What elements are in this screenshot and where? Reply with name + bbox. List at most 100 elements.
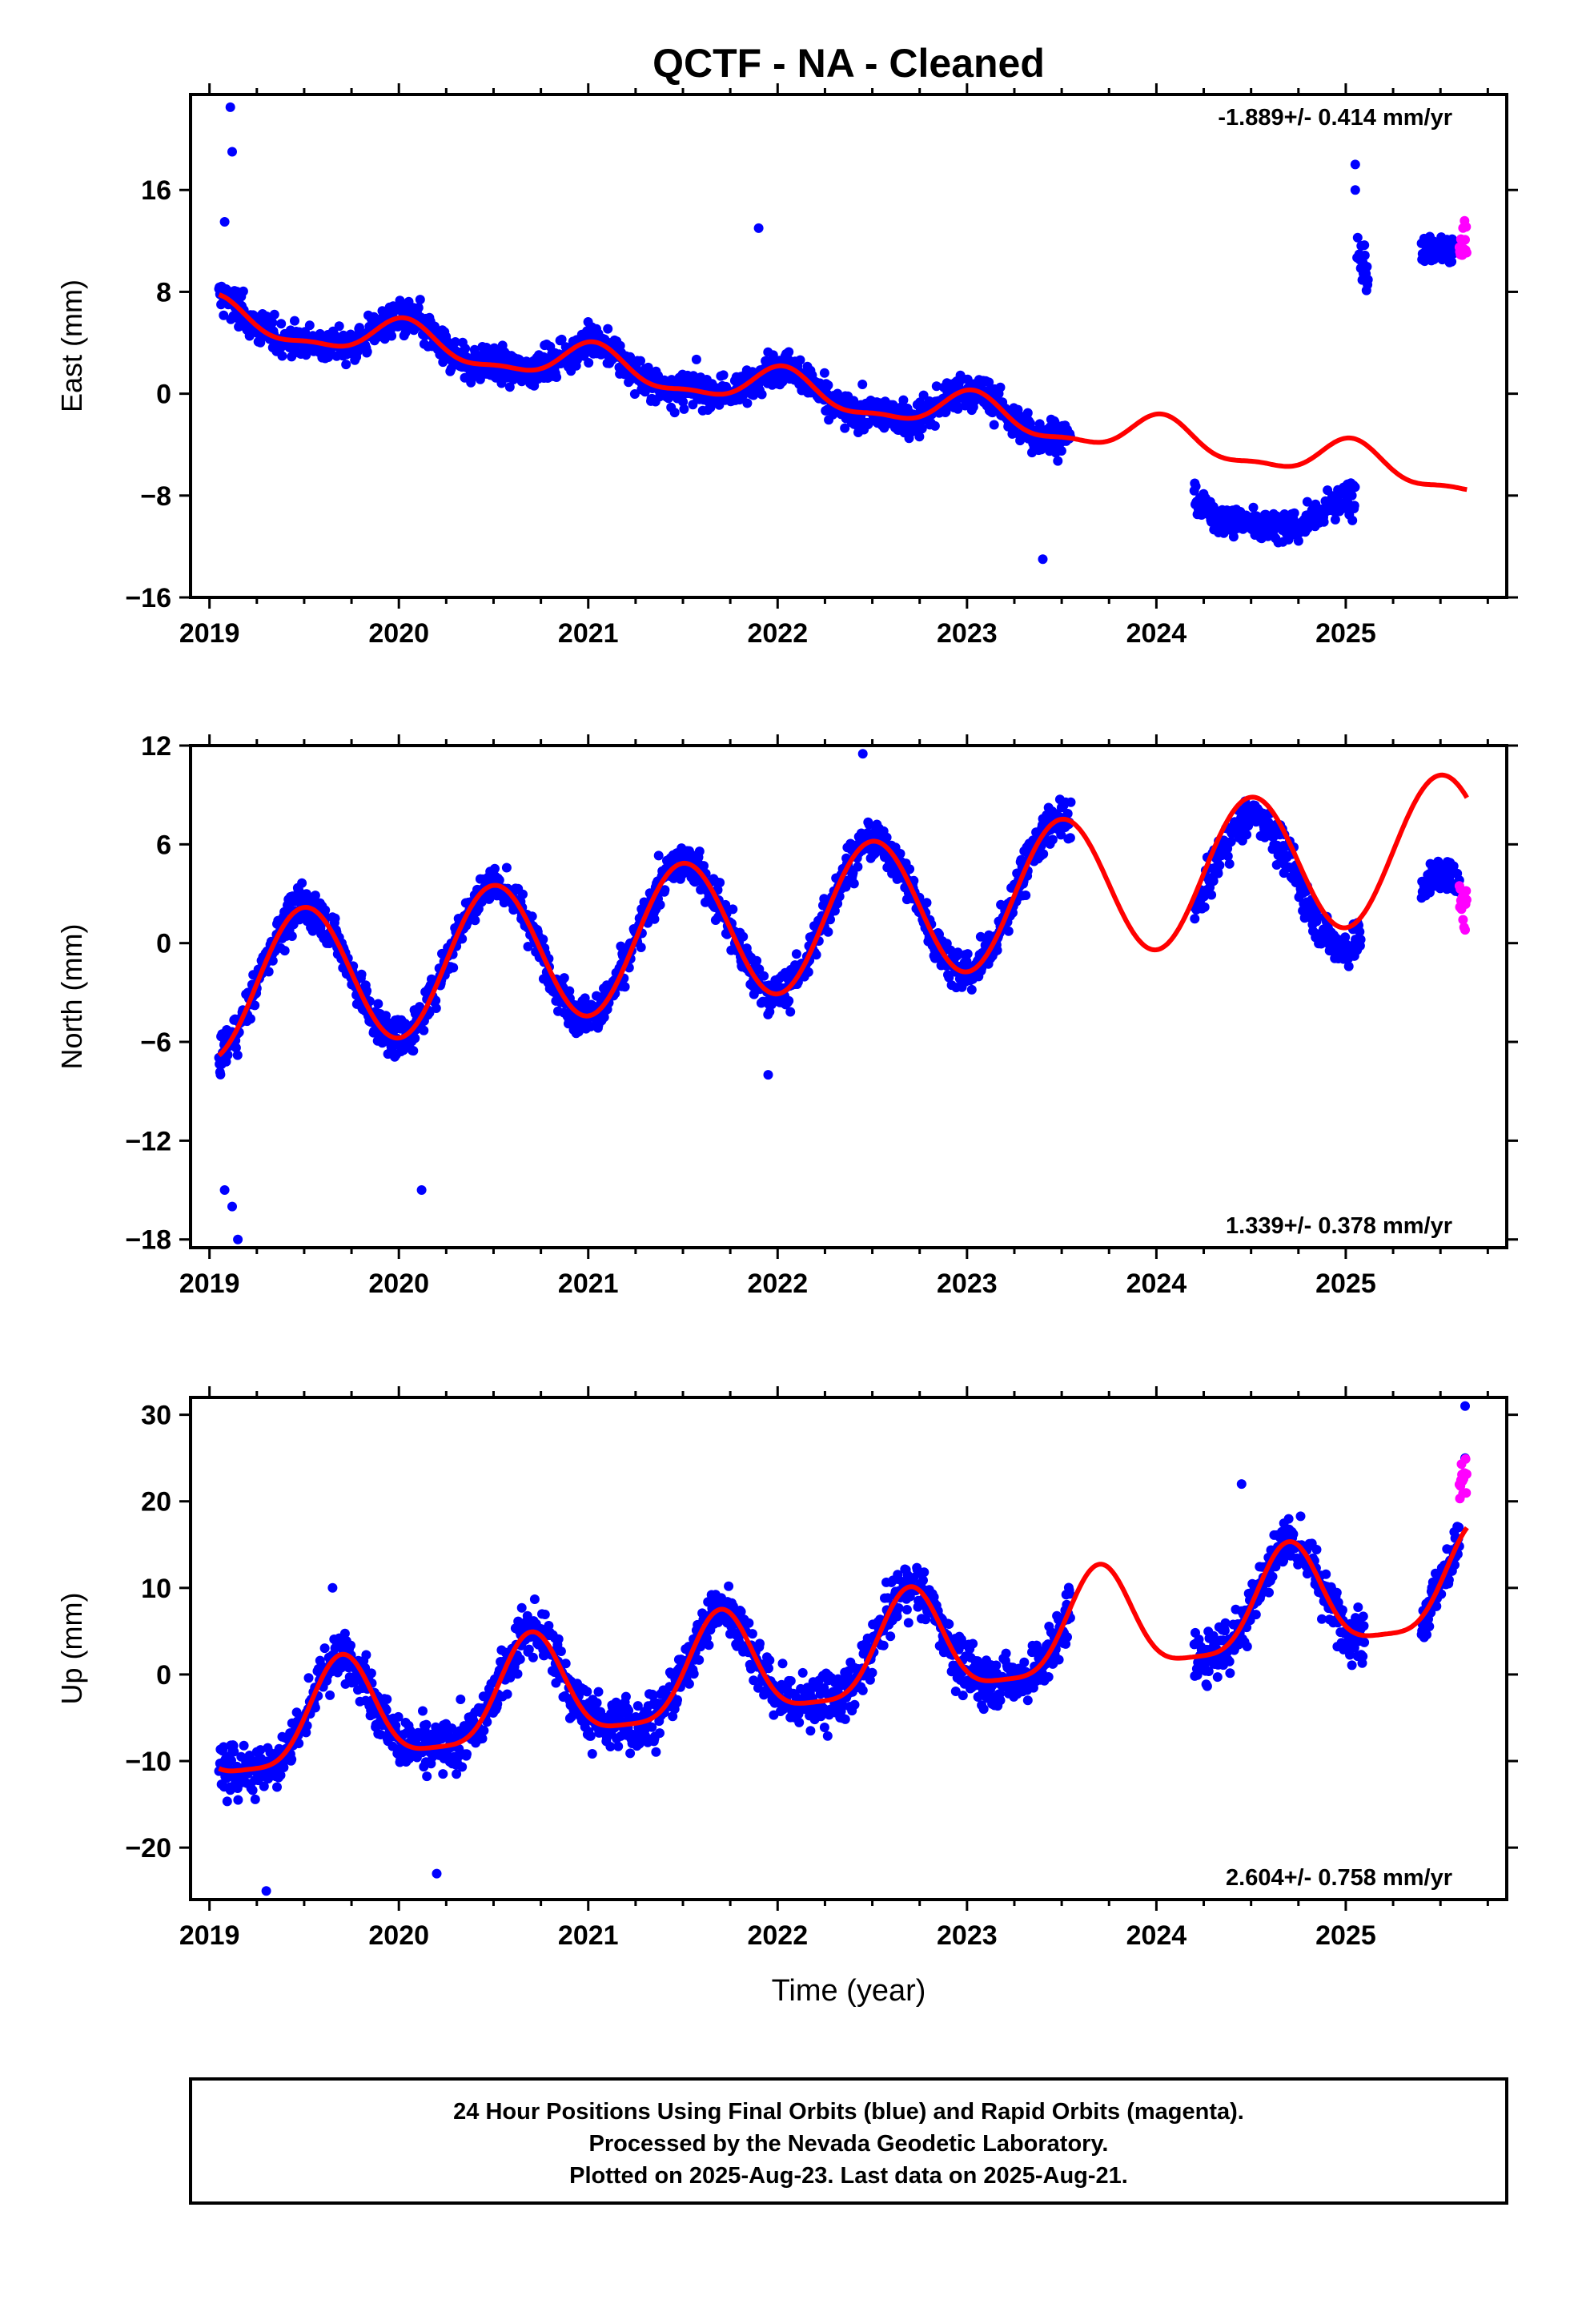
data-point: [857, 1685, 868, 1695]
data-point: [227, 147, 237, 157]
rapid-point: [1461, 886, 1472, 896]
data-point: [524, 1644, 534, 1655]
data-point: [413, 303, 424, 313]
data-point: [620, 982, 630, 992]
data-point: [219, 1742, 229, 1752]
data-point: [765, 1655, 775, 1666]
data-point: [552, 372, 562, 382]
data-point: [648, 1691, 658, 1701]
data-point: [232, 1050, 243, 1060]
data-point: [903, 1618, 913, 1628]
data-point: [527, 911, 537, 922]
rapid-point: [1461, 222, 1472, 232]
data-point: [233, 1234, 243, 1244]
north-fit-line: [217, 772, 1469, 1058]
data-point: [319, 1643, 330, 1654]
data-point: [747, 1629, 757, 1639]
data-point: [995, 1695, 1006, 1706]
data-point: [811, 950, 821, 960]
data-point: [479, 1726, 489, 1735]
data-point: [795, 355, 805, 365]
data-point: [1056, 446, 1066, 456]
data-point: [1312, 911, 1323, 922]
data-point: [1248, 502, 1259, 513]
data-point: [438, 1769, 448, 1779]
data-point: [518, 889, 528, 899]
data-point: [919, 1567, 930, 1578]
data-point: [857, 380, 868, 389]
data-point: [655, 1728, 665, 1739]
data-point: [660, 885, 670, 895]
data-point: [864, 819, 874, 830]
up-points: [214, 1401, 1472, 1896]
data-point: [753, 223, 764, 233]
north-xtick-label: 2024: [1126, 1269, 1187, 1299]
data-point: [279, 946, 290, 956]
data-point: [784, 995, 794, 1006]
data-point: [742, 398, 753, 408]
data-point: [953, 404, 963, 414]
data-point: [580, 993, 590, 1003]
data-point: [1049, 437, 1059, 448]
data-point: [1223, 851, 1233, 862]
data-point: [1021, 891, 1031, 900]
data-point: [1340, 932, 1351, 943]
data-point: [1022, 408, 1033, 418]
data-point: [825, 915, 835, 925]
data-point: [905, 864, 915, 875]
data-point: [857, 749, 868, 759]
data-point: [699, 861, 709, 871]
data-point: [587, 1749, 597, 1759]
data-point: [679, 404, 689, 414]
data-point: [553, 1634, 564, 1644]
data-point: [219, 1185, 230, 1195]
data-point: [1228, 532, 1239, 542]
data-point: [504, 382, 515, 392]
east-frame: [189, 93, 1508, 599]
data-point: [277, 351, 287, 361]
data-point: [255, 1745, 266, 1755]
east-xtick-label: 2019: [179, 618, 240, 649]
data-point: [457, 934, 468, 944]
data-point: [921, 898, 932, 908]
data-point: [1349, 501, 1359, 511]
data-point: [819, 1723, 829, 1732]
data-point: [764, 1663, 773, 1674]
data-point: [805, 1726, 816, 1736]
data-point: [605, 1742, 616, 1751]
data-point: [632, 1701, 643, 1711]
data-point: [901, 1605, 912, 1614]
north-ytick-label: 0: [156, 929, 171, 959]
data-point: [416, 1185, 427, 1195]
data-point: [352, 347, 363, 357]
data-point: [239, 1740, 249, 1751]
data-point: [1319, 517, 1329, 527]
data-point: [1355, 927, 1365, 937]
data-point: [512, 1669, 523, 1679]
data-point: [1343, 961, 1354, 971]
north-rate-label: 1.339+/- 0.378 mm/yr: [1226, 1213, 1452, 1239]
north-y-axis-label: North (mm): [55, 924, 88, 1070]
data-point: [227, 1201, 237, 1212]
data-point: [1362, 262, 1372, 271]
data-point: [624, 1706, 634, 1715]
data-point: [647, 1722, 657, 1732]
data-point: [829, 906, 840, 916]
data-point: [653, 850, 664, 861]
data-point: [649, 914, 660, 924]
data-point: [878, 1640, 889, 1651]
north-xtick-label: 2022: [747, 1269, 808, 1299]
data-point: [931, 381, 942, 392]
rapid-point: [1461, 247, 1472, 258]
data-point: [853, 862, 863, 872]
data-point: [917, 424, 927, 434]
east-ytick-label: 8: [156, 277, 171, 308]
data-point: [494, 875, 504, 885]
data-point: [718, 370, 729, 380]
data-point: [724, 1581, 734, 1591]
data-point: [303, 1673, 314, 1683]
data-point: [1352, 232, 1363, 243]
data-point: [921, 1614, 931, 1625]
north-ytick-label: −6: [140, 1027, 171, 1058]
data-point: [222, 1796, 232, 1807]
